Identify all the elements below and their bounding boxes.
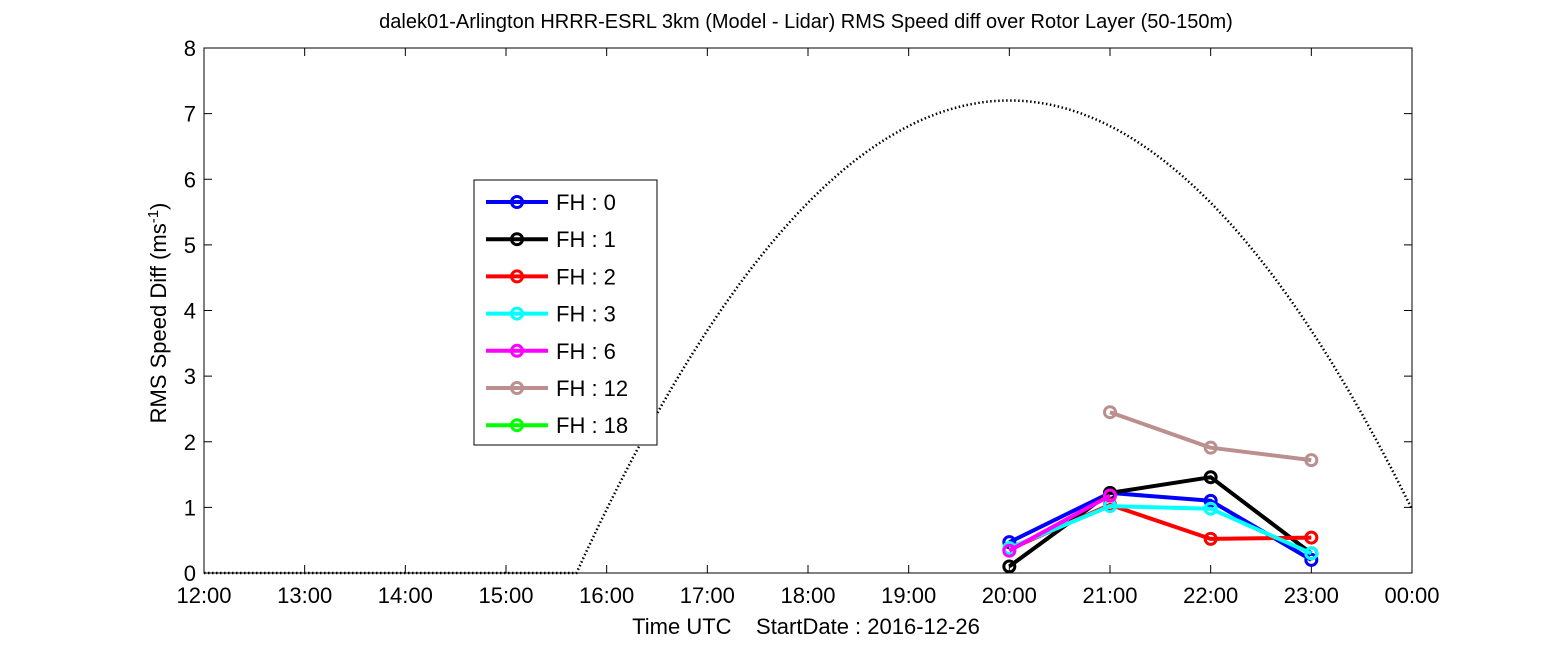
data-point	[1002, 543, 1017, 558]
x-tick-label: 16:00	[579, 583, 634, 608]
data-point	[1203, 531, 1218, 546]
solar-elevation-curve	[204, 99, 1414, 575]
legend-marker	[510, 195, 524, 209]
legend-label: FH : 2	[556, 264, 616, 289]
y-axis-label-main: RMS Speed Diff (ms	[146, 223, 171, 423]
solar-elevation-line	[204, 99, 1414, 575]
data-point	[1203, 501, 1218, 516]
x-axis: 12:00 13:00 14:00 15:00 16:00 17:00 18:00 19:00…	[176, 48, 1440, 608]
x-tick-label: 15:00	[478, 583, 533, 608]
legend-marker	[510, 269, 524, 284]
series-line	[1008, 504, 1313, 556]
series-line	[1008, 493, 1111, 553]
y-tick-label: 4	[184, 299, 196, 324]
y-axis-label-sup: -1	[145, 210, 162, 223]
series-fh-6	[1002, 488, 1117, 558]
legend-marker	[510, 343, 524, 358]
x-tick-label: 12:00	[176, 583, 231, 608]
data-point	[1304, 552, 1319, 567]
x-tick-label: 21:00	[1082, 583, 1137, 608]
data-point	[1203, 440, 1218, 455]
x-axis-label-startdate: StartDate : 2016-12-26	[756, 614, 980, 639]
data-point	[1002, 559, 1017, 574]
y-tick-label: 2	[184, 430, 196, 455]
x-tick-label: 19:00	[881, 583, 936, 608]
legend-label: FH : 0	[556, 190, 616, 215]
series-layer	[1002, 405, 1319, 574]
legend: FH : 0 FH : 1 FH : 2 FH : 3 FH : 6 FH : 12 FH …	[473, 179, 658, 446]
x-axis-label: Time UTC StartDate : 2016-12-26	[632, 614, 980, 639]
y-tick-label: 5	[184, 233, 196, 258]
legend-label: FH : 3	[556, 302, 616, 327]
plot-area	[203, 47, 1413, 574]
data-point	[1304, 546, 1319, 561]
y-tick-label: 8	[184, 36, 196, 61]
x-tick-label: 17:00	[680, 583, 735, 608]
legend-marker	[510, 306, 524, 321]
y-tick-label: 7	[184, 102, 196, 127]
legend-label: FH : 18	[556, 413, 628, 438]
x-tick-label: 14:00	[378, 583, 433, 608]
data-point	[1304, 530, 1319, 545]
legend-label: FH : 1	[556, 227, 616, 252]
legend-label: FH : 12	[556, 376, 628, 401]
x-tick-label: 18:00	[780, 583, 835, 608]
data-point	[1103, 488, 1117, 503]
series-fh-12	[1103, 405, 1319, 468]
chart-title: dalek01-Arlington HRRR-ESRL 3km (Model -…	[379, 11, 1233, 33]
legend-marker	[510, 232, 524, 247]
series-line	[1109, 410, 1312, 463]
x-tick-label: 20:00	[982, 583, 1037, 608]
legend-label: FH : 6	[556, 339, 616, 364]
x-tick-label: 00:00	[1384, 583, 1439, 608]
y-tick-label: 3	[184, 364, 196, 389]
data-point	[1203, 470, 1218, 485]
data-point	[1203, 493, 1218, 508]
y-tick-label: 0	[184, 561, 196, 586]
x-tick-label: 23:00	[1284, 583, 1339, 608]
y-axis: 0 1 2 3 4 5 6 7 8	[184, 36, 1412, 586]
x-tick-label: 22:00	[1183, 583, 1238, 608]
data-point	[1103, 405, 1117, 420]
x-axis-label-prefix: Time UTC	[632, 614, 732, 639]
legend-marker	[510, 381, 524, 395]
y-axis-label: RMS Speed Diff (ms-1)	[145, 203, 171, 424]
data-point	[1304, 453, 1319, 468]
x-tick-label: 13:00	[277, 583, 332, 608]
y-tick-label: 1	[184, 495, 196, 520]
series-line	[1008, 475, 1313, 569]
legend-marker	[510, 418, 524, 433]
y-tick-label: 6	[184, 167, 196, 192]
y-axis-label-suffix: )	[146, 203, 171, 210]
